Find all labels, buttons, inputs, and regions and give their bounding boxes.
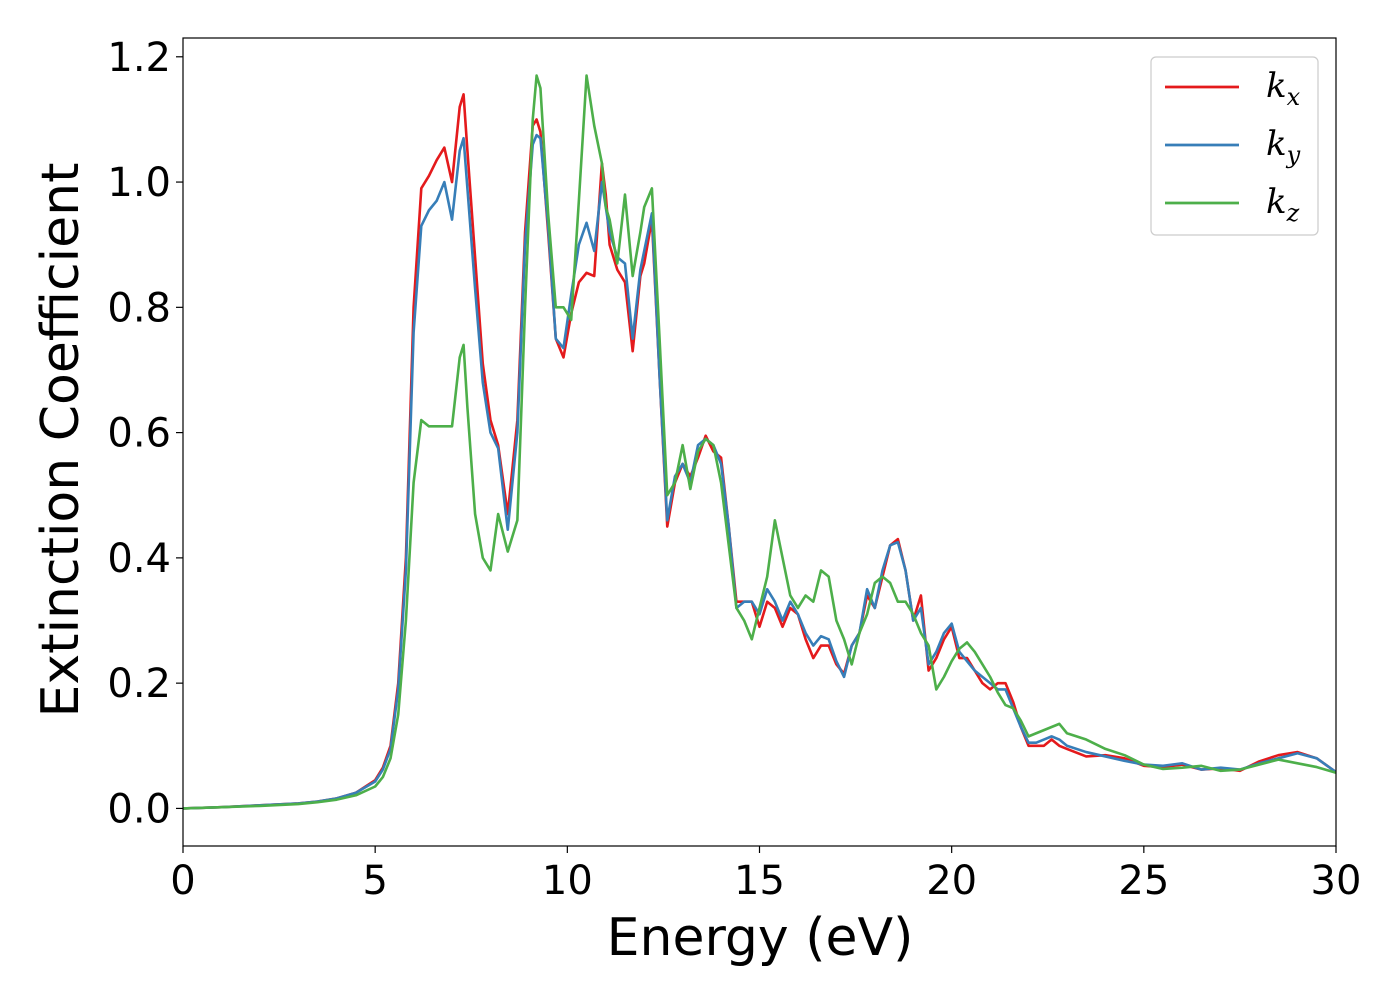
x-tick-label: 5 (362, 858, 387, 904)
y-tick-label: 1.2 (107, 35, 171, 81)
y-axis-title: Extinction Coefficient (31, 163, 91, 718)
y-tick-label: 0.6 (107, 411, 171, 457)
series-line-ky (183, 133, 1336, 810)
x-tick-label: 25 (1118, 858, 1169, 904)
legend-label-kx: kx (1266, 66, 1301, 111)
series-line-kz (183, 74, 1336, 810)
series-layer (183, 74, 1336, 810)
axes-layer: 0 5 10 15 20 25 30 0.0 0.2 0.4 0.6 0.8 1.0 1.2 (107, 35, 1361, 904)
x-tick-label: 10 (542, 858, 593, 904)
legend: kx ky kz (1150, 56, 1319, 236)
y-tick-label: 1.0 (107, 160, 171, 206)
legend-label-ky: ky (1266, 124, 1301, 169)
legend-label-kz: kz (1266, 182, 1300, 227)
x-tick-label: 15 (734, 858, 785, 904)
x-axis-title: Energy (eV) (607, 908, 914, 968)
y-tick-label: 0.8 (107, 285, 171, 331)
y-tick-label: 0.2 (107, 661, 171, 707)
y-tick-label: 0.0 (107, 786, 171, 832)
y-tick-label: 0.4 (107, 536, 171, 582)
x-tick-label: 30 (1311, 858, 1362, 904)
x-tick-label: 20 (926, 858, 977, 904)
x-tick-label: 0 (170, 858, 195, 904)
